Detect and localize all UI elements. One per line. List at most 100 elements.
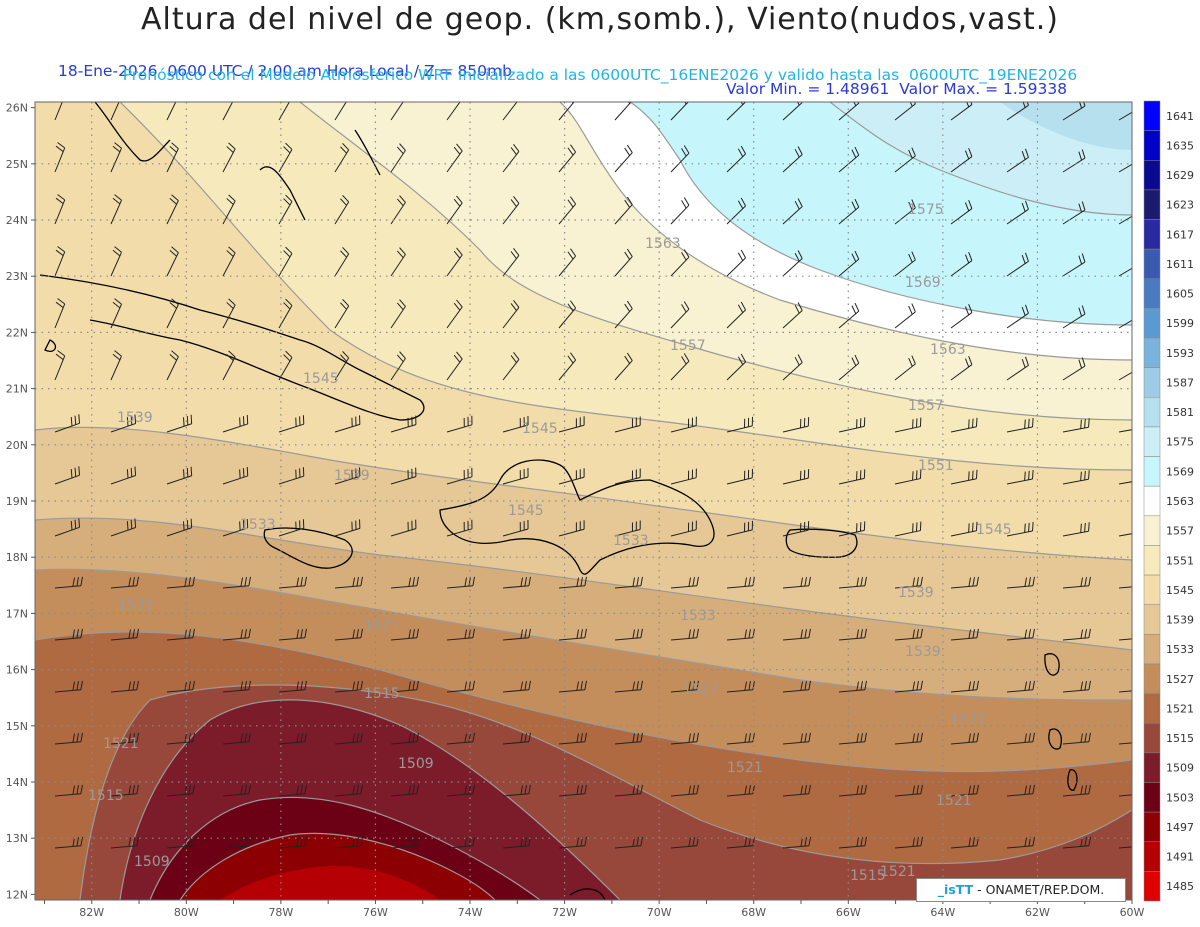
colorbar-swatch: [1143, 604, 1161, 635]
wind-barb: [222, 194, 236, 225]
wind-barb: [894, 680, 923, 693]
wind-barb: [390, 576, 419, 589]
wind-barb: [334, 102, 347, 121]
min-max-text: Valor Min. = 1.48961 Valor Max. = 1.5933…: [726, 80, 1068, 98]
wind-barb: [110, 414, 137, 433]
colorbar-label: 1539: [1166, 614, 1194, 627]
latitude-axis: 26N 25N 24N 23N 22N 21N 20N 19N 18N 17N 16N 15N 14N 1…: [6, 102, 35, 901]
colorbar-label: 1527: [1166, 673, 1194, 686]
wind-barb: [1062, 305, 1086, 329]
wind-barb: [54, 576, 83, 589]
wind-barb: [1062, 201, 1086, 225]
wind-barb: [502, 784, 531, 797]
colorbar-swatch: [1143, 782, 1161, 813]
wind-barb: [1118, 319, 1132, 329]
wind-barb: [838, 576, 867, 589]
wind-barb: [502, 247, 520, 277]
wind-barb: [390, 299, 406, 329]
wind-barb: [838, 102, 860, 121]
contour-value-label: 1521: [103, 736, 139, 752]
wind-barb: [1118, 267, 1132, 277]
wind-barb: [390, 247, 406, 277]
colorbar-label: 1635: [1166, 139, 1194, 152]
wind-barb: [446, 467, 473, 485]
contour-value-label: 1509: [398, 756, 434, 772]
contour-value-label: 1515: [850, 868, 886, 884]
wind-barb: [390, 680, 419, 693]
wind-barb: [558, 300, 577, 329]
contour-value-label: 1551: [918, 458, 954, 474]
colorbar-swatch: [1143, 871, 1161, 902]
lat-tick-label: 15N: [6, 720, 28, 733]
wind-barb: [726, 628, 755, 641]
colorbar-label: 1593: [1166, 347, 1194, 360]
wind-barb: [838, 628, 867, 641]
colorbar-label: 1509: [1166, 762, 1194, 775]
wind-barb: [110, 576, 139, 589]
wind-barb: [1006, 732, 1035, 745]
wind-barb: [726, 102, 746, 121]
lat-tick-label: 21N: [6, 383, 28, 396]
wind-barb: [334, 351, 350, 381]
lat-tick-label: 22N: [6, 326, 28, 339]
wind-barb: [334, 628, 363, 641]
wind-barb: [726, 416, 753, 433]
wind-barb: [614, 468, 641, 485]
wind-barb: [334, 680, 363, 693]
wind-barb: [446, 784, 475, 797]
colorbar-label: 1515: [1166, 732, 1194, 745]
colorbar-swatch: [1143, 693, 1161, 724]
wind-barb: [782, 784, 811, 797]
wind-barb: [670, 576, 699, 589]
wind-barb: [894, 784, 923, 797]
contour-value-label: 1539: [898, 585, 934, 601]
wind-barb: [614, 836, 643, 849]
contour-value-label: 1545: [303, 371, 339, 387]
wind-barb: [558, 248, 577, 277]
wind-barb: [222, 628, 251, 641]
wind-barb: [950, 576, 979, 589]
wind-barb: [614, 196, 633, 225]
wind-barb: [222, 784, 251, 797]
colorbar-swatch: [1143, 219, 1161, 250]
wind-barb: [110, 350, 122, 381]
colorbar-swatch: [1143, 841, 1161, 872]
contour-value-label: 1539: [905, 644, 941, 660]
wind-barb: [558, 352, 577, 381]
wind-barb: [390, 415, 417, 433]
wind-barb: [894, 836, 923, 849]
contour-value-label: 1569: [905, 275, 941, 291]
wind-barb: [726, 145, 747, 173]
wind-barb: [1118, 215, 1132, 225]
wind-barb: [278, 519, 305, 537]
geopotential-fill: [35, 102, 1132, 900]
colorbar-label: 1563: [1166, 495, 1194, 508]
lon-tick-label: 66W: [836, 906, 861, 919]
wind-barb: [1006, 102, 1029, 121]
wind-barb: [54, 350, 66, 381]
contour-value-label: 1515: [364, 686, 400, 702]
wind-barb: [894, 628, 923, 641]
colorbar-swatch: [1143, 574, 1161, 605]
contour-value-label: 1575: [908, 202, 944, 218]
wind-barb: [54, 732, 83, 745]
map-title: Altura del nivel de geop. (km,somb.), Vi…: [141, 2, 1059, 37]
wind-barb: [446, 519, 473, 537]
wind-barb: [558, 520, 585, 537]
wind-barb: [1062, 102, 1086, 121]
contour-value-label: 1557: [908, 398, 944, 414]
lat-tick-label: 18N: [6, 551, 28, 564]
wind-barb: [222, 350, 236, 381]
wind-barb: [110, 628, 139, 641]
wind-barb: [558, 416, 585, 433]
wind-barb: [894, 147, 916, 173]
wind-barb: [334, 732, 363, 745]
wind-barb: [502, 299, 520, 329]
wind-barb: [166, 576, 195, 589]
wind-barb: [726, 468, 753, 485]
wind-barb: [166, 518, 193, 537]
wind-barb: [1062, 149, 1086, 173]
colorbar-label: 1521: [1166, 702, 1194, 715]
wind-barb: [390, 102, 404, 121]
wind-barb: [110, 784, 139, 797]
